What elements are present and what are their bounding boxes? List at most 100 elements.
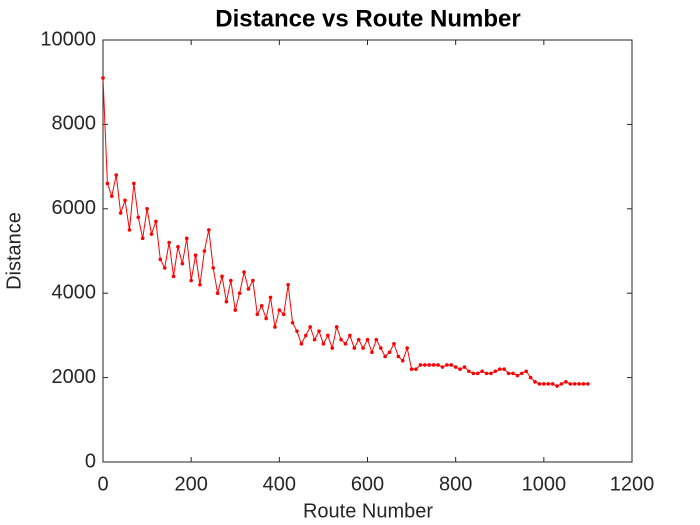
- data-point: [246, 287, 251, 291]
- data-point: [114, 173, 119, 177]
- data-point: [405, 346, 409, 350]
- data-point: [431, 363, 436, 367]
- data-point: [383, 354, 387, 359]
- data-point: [458, 367, 462, 371]
- data-point: [586, 382, 590, 386]
- data-point: [400, 358, 405, 363]
- data-point: [519, 371, 524, 376]
- data-point: [290, 320, 295, 325]
- data-point: [493, 369, 498, 374]
- y-tick-label: 2000: [52, 366, 97, 388]
- data-point: [533, 380, 537, 384]
- data-point: [281, 312, 286, 317]
- data-point: [123, 198, 127, 203]
- data-point: [295, 329, 299, 333]
- data-point: [581, 382, 586, 386]
- data-point: [365, 337, 370, 342]
- y-tick-label: 6000: [52, 197, 97, 219]
- data-point: [409, 367, 414, 371]
- data-point: [577, 382, 581, 386]
- data-point: [268, 295, 273, 300]
- data-point: [330, 346, 335, 350]
- data-line: [102, 77, 588, 387]
- data-point: [189, 278, 193, 283]
- data-point: [326, 333, 330, 338]
- y-tick-label: 10000: [40, 28, 96, 50]
- data-point: [286, 282, 290, 287]
- data-point: [303, 333, 308, 338]
- data-point: [453, 365, 458, 369]
- data-point: [158, 257, 163, 262]
- data-point: [572, 382, 577, 386]
- y-tick-label: 8000: [52, 113, 97, 135]
- data-point: [502, 367, 506, 371]
- x-tick-label: 600: [351, 473, 384, 495]
- data-point: [370, 350, 374, 355]
- data-point: [471, 371, 476, 376]
- data-point: [154, 219, 158, 224]
- x-tick-label: 0: [97, 473, 108, 495]
- data-point: [480, 369, 484, 374]
- x-tick-label: 200: [174, 473, 207, 495]
- axes-box: [102, 39, 633, 463]
- data-point: [193, 253, 198, 258]
- data-point: [242, 270, 246, 274]
- data-point: [339, 337, 343, 342]
- data-point: [515, 373, 520, 378]
- data-point: [167, 240, 171, 245]
- chart-title: Distance vs Route Number: [215, 5, 520, 32]
- data-point: [555, 384, 559, 388]
- data-point: [136, 215, 141, 220]
- x-tick-label: 1000: [522, 473, 567, 495]
- data-point: [378, 346, 383, 350]
- data-point: [542, 382, 546, 386]
- data-point: [255, 312, 260, 317]
- data-point: [524, 369, 528, 374]
- data-point: [184, 236, 189, 241]
- data-point: [202, 249, 207, 253]
- data-point: [211, 266, 216, 270]
- data-point: [237, 291, 242, 296]
- data-point: [550, 382, 555, 386]
- data-point: [546, 382, 551, 386]
- data-point: [427, 363, 432, 367]
- data-point: [462, 365, 467, 369]
- data-point: [418, 363, 423, 367]
- data-point: [436, 363, 440, 367]
- data-point: [149, 232, 154, 236]
- data-point: [497, 367, 502, 371]
- data-point: [101, 76, 105, 80]
- data-point: [317, 329, 321, 333]
- data-point: [334, 325, 339, 329]
- data-point: [127, 228, 132, 232]
- data-point: [568, 382, 573, 386]
- x-tick-label: 800: [439, 473, 472, 495]
- data-point: [361, 346, 365, 350]
- data-point: [180, 261, 185, 266]
- data-point: [176, 244, 180, 249]
- data-point: [564, 380, 568, 384]
- data-point: [251, 278, 255, 283]
- data-point: [105, 181, 110, 186]
- data-point: [299, 342, 304, 346]
- data-point: [423, 363, 427, 367]
- data-point: [414, 367, 418, 371]
- data-point: [145, 207, 149, 211]
- data-point: [343, 342, 348, 346]
- data-point: [220, 274, 224, 279]
- data-point: [308, 325, 312, 329]
- data-point: [198, 282, 202, 287]
- data-point: [511, 371, 515, 376]
- data-point: [171, 274, 176, 279]
- data-point: [475, 371, 480, 376]
- data-point: [440, 365, 445, 369]
- data-point: [118, 211, 123, 215]
- x-axis-label: Route Number: [303, 500, 433, 522]
- data-point: [215, 291, 220, 296]
- data-point: [110, 194, 114, 198]
- x-tick-label: 1200: [610, 473, 655, 495]
- data-point: [229, 278, 233, 283]
- data-point: [374, 337, 379, 342]
- data-point: [387, 350, 392, 355]
